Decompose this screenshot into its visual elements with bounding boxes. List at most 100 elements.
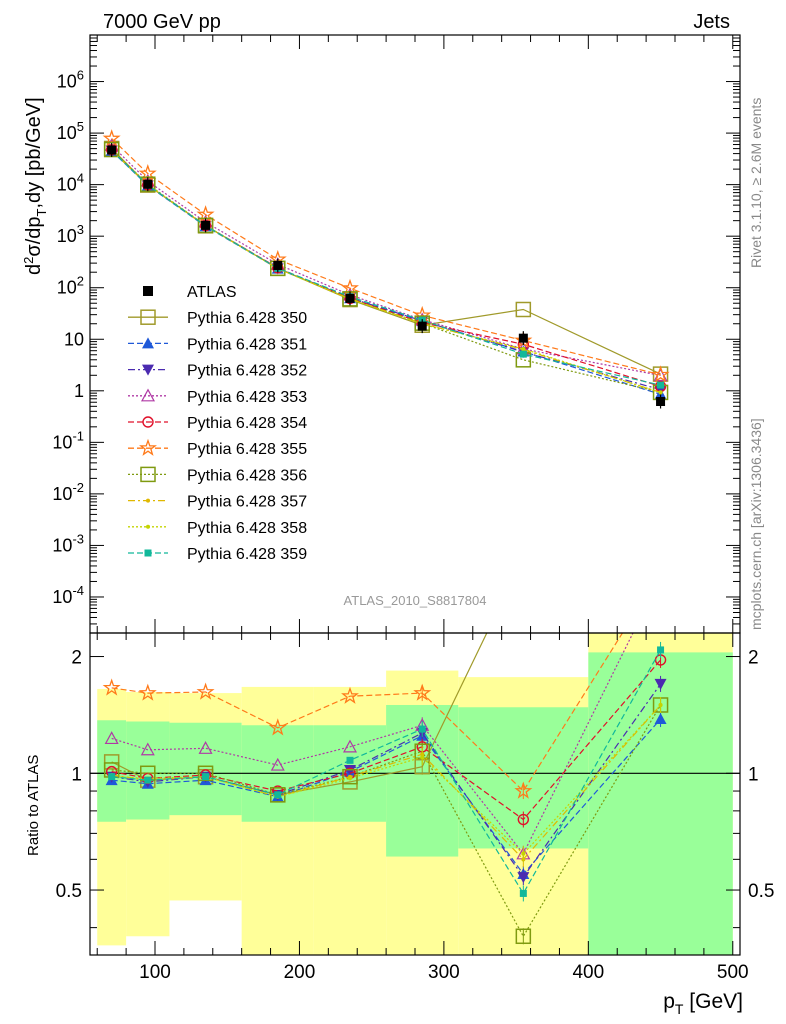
ratio-point-350-7	[654, 560, 668, 574]
legend-label-356: Pythia 6.428 356	[187, 467, 307, 484]
main-ytick-label: 105	[57, 119, 84, 143]
main-ytick-label: 10-3	[52, 531, 84, 555]
main-line-358	[111, 149, 661, 393]
legend-marker-353	[140, 388, 156, 402]
ratio-point-353-7	[655, 571, 667, 582]
main-line-359	[111, 149, 661, 386]
main-line-356	[111, 149, 661, 393]
ratio-point-353-3	[270, 757, 285, 771]
ratio-ytick-label-right: 2	[748, 648, 759, 669]
atlas-point-1	[143, 179, 153, 189]
ratio-point-355-2	[196, 682, 215, 700]
main-y-axis-title: d2σ/dpT,dy [pb/GeV]	[21, 97, 49, 275]
ratio-point-359-5	[418, 725, 426, 733]
legend-marker-356	[140, 466, 156, 483]
ratio-ytick-label-left: 0.5	[56, 881, 82, 902]
legend-atlas-label: ATLAS	[187, 284, 237, 301]
atlas-point-7	[656, 397, 666, 407]
analysis-tag: ATLAS_2010_S8817804	[344, 593, 487, 608]
ratio-point-356-6	[515, 928, 532, 945]
ratio-point-356-4	[342, 768, 358, 785]
main-ytick-label: 10-4	[52, 583, 84, 607]
x-axis: 100 200 300 400 500	[96, 35, 749, 983]
atlas-point-6	[518, 333, 528, 343]
ratio-ytick-label-left: 1	[71, 764, 82, 785]
rivet-label: Rivet 3.1.10, ≥ 2.6M events	[748, 98, 764, 268]
main-point-359-7	[657, 381, 665, 389]
ratio-point-355-6	[514, 781, 533, 799]
main-ytick-label: 106	[57, 68, 84, 92]
ratio-ytick-label-right: 1	[748, 764, 759, 785]
ratio-point-353-1	[140, 742, 155, 756]
legend: ATLAS Pythia 6.428 350 Pythia 6.428 351 Pyt…	[128, 284, 307, 563]
legend-label-357: Pythia 6.428 357	[187, 494, 307, 511]
ratio-point-359-0	[108, 773, 116, 781]
main-point-359-6	[519, 350, 527, 358]
ratio-ytick-label-left: 2	[71, 648, 82, 669]
legend-label-351: Pythia 6.428 351	[187, 336, 307, 353]
ratio-point-355-4	[341, 686, 359, 704]
ratio-point-359-4	[346, 756, 354, 764]
ratio-point-355-1	[138, 683, 157, 701]
header-left: 7000 GeV pp	[103, 11, 221, 33]
ratio-point-353-4	[342, 739, 358, 753]
ratio-line-351	[111, 718, 662, 875]
main-line-353	[111, 144, 661, 377]
legend-label-359: Pythia 6.428 359	[187, 546, 307, 563]
legend-marker-354	[142, 416, 154, 428]
ratio-point-354-6	[517, 813, 530, 826]
legend-marker-352	[142, 364, 154, 376]
ratio-point-358-4	[348, 776, 352, 781]
ratio-point-350-6	[516, 551, 530, 565]
xtick-label: 100	[139, 962, 171, 983]
atlas-data-points	[107, 142, 666, 409]
ratio-line-352	[111, 683, 662, 879]
ratio-point-352-7	[654, 678, 667, 690]
main-point-355-7	[651, 365, 670, 383]
atlas-point-5	[417, 321, 427, 331]
legend-label-352: Pythia 6.428 352	[187, 363, 307, 380]
legend-label-358: Pythia 6.428 358	[187, 520, 307, 537]
ratio-point-355-0	[102, 678, 121, 696]
legend-marker-350	[140, 309, 156, 325]
ratio-point-356-2	[197, 765, 214, 782]
ratio-point-358-6	[521, 851, 526, 856]
atlas-point-2	[201, 220, 211, 230]
ratio-line-356	[111, 704, 662, 938]
ratio-point-359-3	[274, 791, 282, 799]
legend-label-353: Pythia 6.428 353	[187, 389, 307, 406]
main-point-358-6	[521, 346, 526, 351]
main-ytick-label: 103	[57, 222, 84, 246]
main-plot-frame	[89, 34, 741, 634]
main-series-lines	[102, 129, 670, 401]
legend-marker-357	[146, 498, 150, 503]
ratio-y-axis: 0.5 0.5 1 1 2 2	[56, 648, 774, 929]
legend-marker-355	[139, 438, 157, 456]
ratio-point-355-3	[268, 718, 287, 736]
atlas-point-3	[273, 260, 283, 270]
ratio-point-350-0	[103, 754, 120, 770]
main-ytick-label: 10-1	[52, 428, 84, 452]
ratio-point-358-5	[420, 755, 425, 760]
ratio-uncertainty-bands	[90, 633, 740, 955]
legend-atlas-marker	[143, 286, 153, 296]
green-band-2	[169, 722, 242, 816]
main-ytick-label: 10-2	[52, 480, 84, 504]
main-point-358-7	[658, 390, 663, 395]
legend-label-355: Pythia 6.428 355	[187, 441, 307, 458]
mcplots-label: mcplots.cern.ch [arXiv:1306.3436]	[748, 418, 764, 630]
ratio-point-352-6	[517, 872, 530, 884]
main-point-355-0	[102, 129, 121, 147]
main-point-350-6	[515, 301, 532, 318]
ratio-point-352-4	[344, 764, 356, 776]
main-line-351	[111, 150, 661, 395]
ratio-series-lines	[102, 551, 669, 945]
atlas-point-0	[107, 145, 117, 155]
ratio-line-355	[111, 633, 624, 792]
xtick-label: 300	[428, 962, 460, 983]
ratio-point-359-6	[519, 889, 527, 897]
ratio-point-351-7	[654, 713, 667, 725]
green-band-0	[97, 720, 127, 822]
ratio-line-358	[111, 704, 662, 855]
